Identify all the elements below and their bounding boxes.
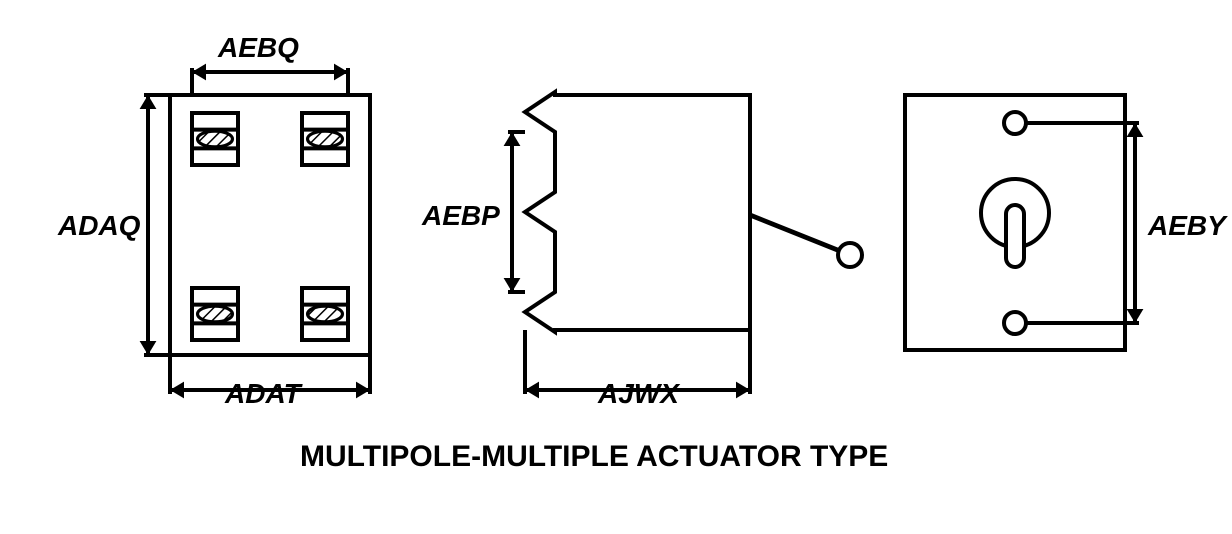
label-adaq: ADAQ bbox=[58, 210, 140, 242]
label-aeby: AEBY bbox=[1148, 210, 1226, 242]
label-aebq: AEBQ bbox=[218, 32, 299, 64]
diagram-title: MULTIPOLE-MULTIPLE ACTUATOR TYPE bbox=[300, 440, 888, 474]
label-ajwx: AJWX bbox=[598, 378, 679, 410]
label-adat: ADAT bbox=[225, 378, 301, 410]
diagram-canvas: AEBQ ADAQ ADAT AEBP AJWX AEBY MULTIPOLE-… bbox=[0, 0, 1232, 534]
label-aebp: AEBP bbox=[422, 200, 500, 232]
